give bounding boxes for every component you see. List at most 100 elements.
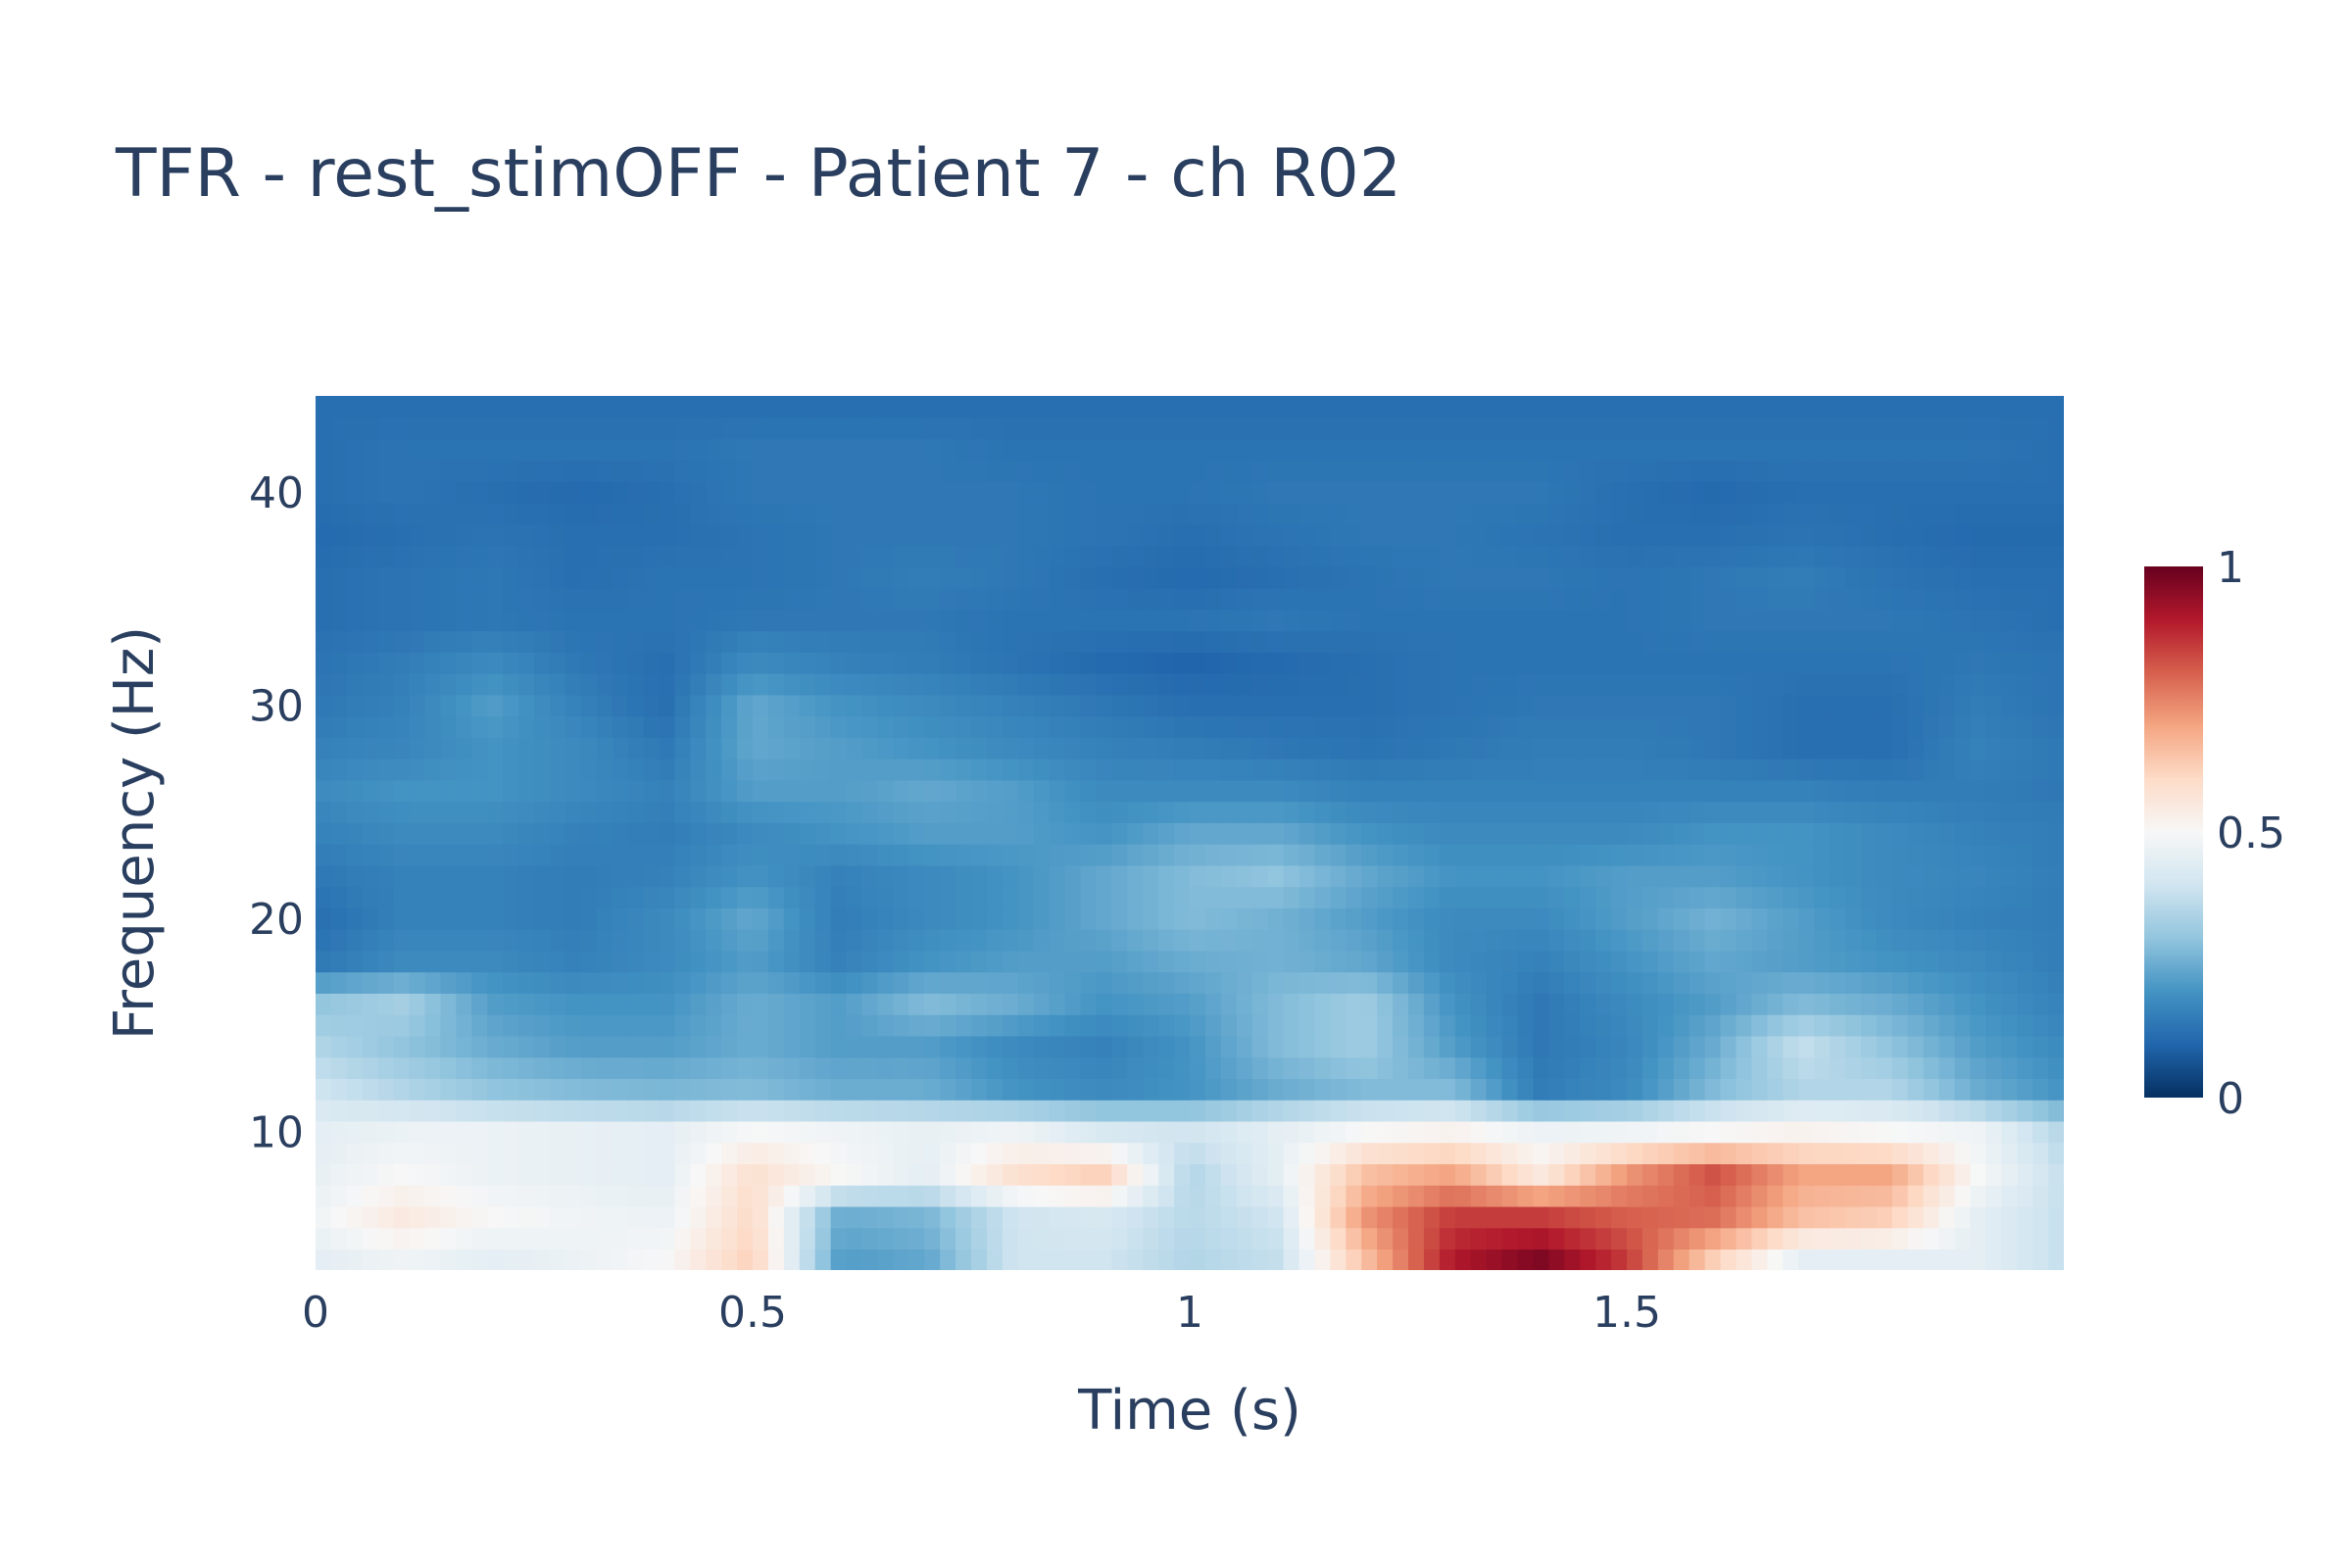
heatmap-cell — [1064, 801, 1082, 823]
heatmap-cell — [2048, 1142, 2064, 1165]
heatmap-cell — [1970, 652, 1987, 674]
heatmap-cell — [1096, 1227, 1113, 1250]
heatmap-cell — [643, 971, 661, 994]
heatmap-cell — [1611, 587, 1628, 611]
heatmap-cell — [1767, 502, 1785, 525]
heatmap-cell — [1830, 587, 1846, 611]
heatmap-cell — [799, 396, 816, 418]
heatmap-cell — [986, 1142, 1004, 1165]
heatmap-cell — [1860, 460, 1878, 482]
heatmap-cell — [2017, 1249, 2034, 1270]
heatmap-cell — [956, 737, 972, 760]
heatmap-cell — [564, 609, 582, 632]
heatmap-cell — [674, 566, 692, 589]
heatmap-cell — [1002, 523, 1019, 547]
heatmap-cell — [737, 1184, 754, 1207]
heatmap-cell — [1938, 737, 1956, 760]
heatmap-cell — [799, 715, 816, 738]
heatmap-cell — [643, 652, 661, 674]
heatmap-cell — [487, 545, 504, 567]
heatmap-cell — [846, 694, 863, 717]
heatmap-cell — [767, 1163, 785, 1186]
heatmap-cell — [503, 1120, 519, 1144]
heatmap-cell — [940, 801, 956, 823]
heatmap-cell — [1251, 566, 1269, 589]
heatmap-cell — [877, 672, 895, 696]
heatmap-cell — [893, 630, 910, 653]
heatmap-cell — [767, 523, 785, 547]
heatmap-cell — [753, 1120, 769, 1144]
heatmap-cell — [1236, 843, 1253, 866]
heatmap-cell — [690, 652, 708, 674]
heatmap-cell — [1970, 566, 1987, 589]
heatmap-cell — [362, 694, 379, 717]
heatmap-cell — [1923, 630, 1940, 653]
heatmap-cell — [518, 779, 535, 803]
heatmap-cell — [518, 1013, 535, 1037]
heatmap-cell — [2017, 694, 2034, 717]
heatmap-cell — [1220, 928, 1238, 952]
heatmap-cell — [1627, 1078, 1643, 1101]
heatmap-cell — [1111, 1099, 1129, 1122]
heatmap-cell — [1689, 1120, 1706, 1144]
heatmap-cell — [1783, 1056, 1800, 1079]
heatmap-cell — [2033, 715, 2049, 738]
heatmap-cell — [471, 928, 489, 952]
heatmap-cell — [1049, 694, 1066, 717]
heatmap-cell — [1548, 1099, 1566, 1122]
heatmap-cell — [316, 779, 332, 803]
heatmap-cell — [830, 1056, 848, 1079]
heatmap-cell — [1611, 416, 1628, 440]
heatmap-cell — [830, 801, 848, 823]
heatmap-cell — [1190, 1013, 1206, 1037]
heatmap-cell — [767, 416, 785, 440]
heatmap-cell — [956, 694, 972, 717]
heatmap-cell — [924, 1120, 941, 1144]
heatmap-cell — [2048, 587, 2064, 611]
heatmap-cell — [737, 396, 754, 418]
heatmap-cell — [1985, 1035, 2003, 1058]
heatmap-cell — [1627, 993, 1643, 1015]
heatmap-cell — [1923, 993, 1940, 1015]
heatmap-cell — [814, 652, 832, 674]
heatmap-cell — [1907, 1056, 1925, 1079]
heatmap-cell — [2033, 1227, 2049, 1250]
heatmap-cell — [471, 630, 489, 653]
heatmap-cell — [1751, 609, 1769, 632]
heatmap-cell — [830, 1163, 848, 1186]
heatmap-cell — [503, 416, 519, 440]
heatmap-cell — [877, 630, 895, 653]
heatmap-cell — [518, 993, 535, 1015]
heatmap-cell — [1486, 523, 1503, 547]
heatmap-cell — [814, 1035, 832, 1058]
heatmap-cell — [1876, 801, 1893, 823]
heatmap-cell — [1064, 779, 1082, 803]
heatmap-cell — [1298, 652, 1316, 674]
heatmap-cell — [1143, 523, 1159, 547]
heatmap-cell — [1689, 1013, 1706, 1037]
heatmap-cell — [1751, 672, 1769, 696]
heatmap-cell — [1470, 609, 1488, 632]
heatmap-cell — [1938, 1205, 1956, 1229]
heatmap-cell — [1002, 864, 1019, 888]
heatmap-cell — [1580, 1013, 1596, 1037]
heatmap-cell — [1361, 416, 1378, 440]
heatmap-cell — [753, 396, 769, 418]
heatmap-cell — [424, 737, 442, 760]
heatmap-cell — [721, 758, 738, 781]
heatmap-cell — [799, 779, 816, 803]
heatmap-cell — [503, 1142, 519, 1165]
heatmap-cell — [1064, 993, 1082, 1015]
heatmap-cell — [1533, 715, 1550, 738]
heatmap-cell — [580, 907, 598, 930]
heatmap-cell — [877, 523, 895, 547]
heatmap-cell — [1283, 652, 1300, 674]
heatmap-cell — [534, 416, 551, 440]
heatmap-cell — [1627, 672, 1643, 696]
heatmap-cell — [1860, 1035, 1878, 1058]
heatmap-cell — [1236, 545, 1253, 567]
heatmap-cell — [330, 652, 348, 674]
heatmap-cell — [1830, 566, 1846, 589]
heatmap-cell — [767, 396, 785, 418]
heatmap-cell — [549, 609, 566, 632]
